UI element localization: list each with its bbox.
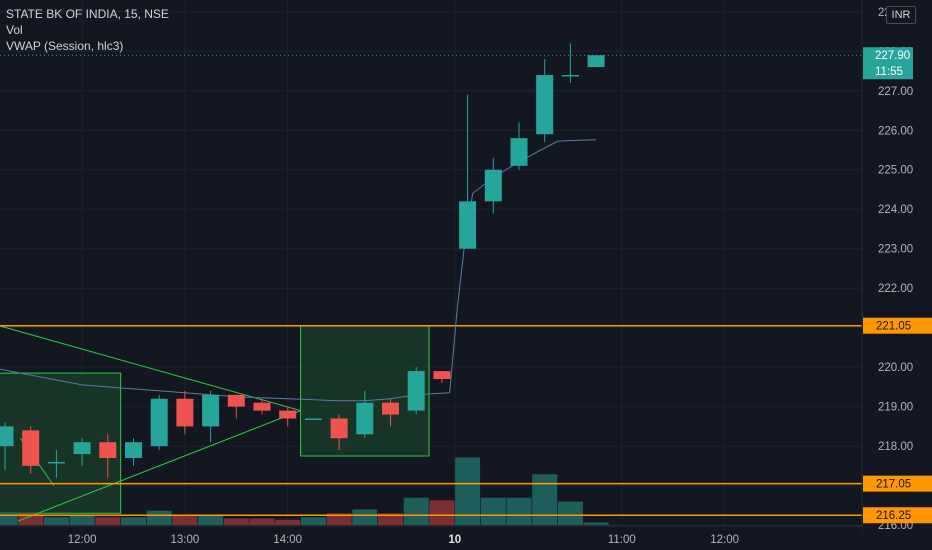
time-tick-label: 12:00 — [710, 534, 739, 546]
current-price-label: 227.90 — [875, 50, 910, 62]
volume-bar — [455, 457, 481, 525]
volume-bar — [403, 497, 429, 525]
candle-body — [99, 442, 117, 458]
trend-line[interactable] — [0, 324, 301, 412]
symbol-title[interactable]: STATE BK OF INDIA, 15, NSE — [6, 7, 169, 21]
candle-body — [382, 402, 399, 415]
candle-body — [253, 402, 271, 411]
volume-bars — [0, 457, 609, 525]
level-price-tag[interactable] — [863, 317, 932, 334]
price-tick-label: 219.00 — [878, 402, 913, 414]
level-price-label: 216.25 — [876, 510, 911, 522]
candle-body — [510, 138, 528, 166]
volume-bar — [95, 517, 121, 525]
level-price-tag[interactable] — [863, 475, 932, 492]
candle-body — [150, 398, 168, 447]
candle-body — [356, 402, 374, 435]
chart-legend: STATE BK OF INDIA, 15, NSE Vol VWAP (Ses… — [6, 6, 169, 54]
time-tick-label: 10 — [448, 534, 461, 546]
volume-bar — [121, 517, 146, 525]
candle-body — [433, 371, 451, 380]
price-tick-label: 223.00 — [878, 244, 913, 256]
candle-body — [536, 74, 554, 135]
level-price-tag[interactable] — [863, 507, 932, 524]
time-tick-label: 13:00 — [171, 534, 200, 546]
volume-bar — [223, 518, 249, 525]
volume-bar — [429, 500, 455, 525]
horizontal-levels[interactable] — [0, 54, 862, 516]
level-price-label: 217.05 — [876, 479, 911, 491]
volume-bar — [43, 517, 69, 525]
volume-bar — [249, 518, 275, 525]
volume-bar — [275, 519, 301, 525]
volume-bar — [378, 513, 403, 525]
time-tick-label: 12:00 — [68, 534, 97, 546]
candle-body — [125, 442, 142, 458]
candle-body — [330, 418, 348, 439]
volume-bar — [352, 509, 378, 525]
level-price-label: 221.05 — [876, 321, 911, 333]
current-price-tag — [863, 47, 913, 80]
time-axis-background — [0, 526, 862, 550]
volume-indicator-label[interactable]: Vol — [6, 23, 23, 37]
volume-bar — [198, 514, 224, 525]
price-tick-label: 222.00 — [878, 283, 913, 295]
candle-body — [484, 169, 502, 202]
candle-body — [0, 426, 14, 447]
price-axis[interactable]: 216.00217.00218.00219.00220.00221.00222.… — [861, 0, 932, 550]
price-tick-label: 226.00 — [878, 125, 913, 137]
candle-body — [459, 201, 477, 249]
candle-body — [561, 74, 579, 77]
volume-bar — [0, 512, 18, 525]
candle-countdown-label: 11:55 — [875, 66, 903, 78]
candle-body — [407, 371, 425, 411]
candle-body — [176, 398, 194, 427]
grid-lines — [0, 0, 862, 533]
vwap-indicator-label[interactable]: VWAP (Session, hlc3) — [6, 39, 124, 53]
volume-bar — [557, 501, 583, 525]
candle-body — [587, 55, 605, 68]
candle-body — [279, 410, 297, 419]
volume-bar — [532, 474, 558, 525]
price-tick-label: 225.00 — [878, 165, 913, 177]
candle-body — [73, 442, 91, 455]
candle-body — [22, 430, 40, 466]
candlesticks — [0, 43, 605, 478]
price-tick-label: 220.00 — [878, 362, 913, 374]
candle-body — [227, 394, 245, 407]
candle-body — [304, 418, 322, 420]
volume-bar — [326, 513, 352, 525]
candle-body — [202, 394, 220, 427]
price-tick-label: 224.00 — [878, 204, 913, 216]
volume-bar — [18, 513, 44, 525]
currency-badge[interactable]: INR — [886, 6, 916, 24]
candle-body — [47, 461, 65, 464]
volume-bar — [506, 497, 532, 525]
time-tick-label: 11:00 — [608, 534, 636, 546]
volume-bar — [146, 510, 172, 525]
volume-bar — [69, 514, 95, 525]
time-tick-label: 14:00 — [273, 534, 302, 546]
volume-bar — [583, 522, 609, 525]
price-tick-label: 218.00 — [878, 441, 913, 453]
volume-bar — [172, 515, 198, 525]
price-tick-label: 227.00 — [878, 86, 913, 98]
trend-line[interactable] — [17, 410, 301, 522]
volume-bar — [480, 497, 506, 525]
volume-bar — [300, 517, 326, 525]
price-axis-background — [862, 0, 932, 550]
